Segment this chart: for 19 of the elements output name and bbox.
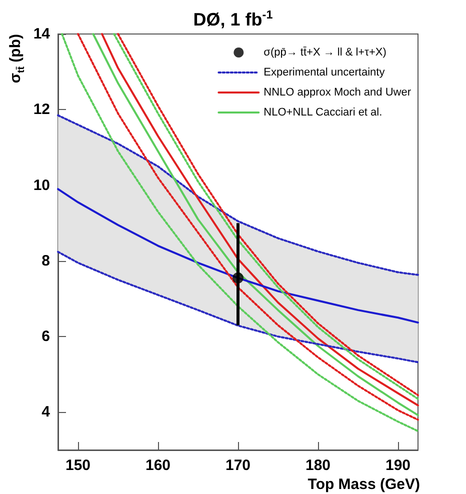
legend-label: σ(pp̄→ tt̄+X → ll & l+τ+X) <box>264 46 386 58</box>
x-tick-label: 170 <box>225 457 251 474</box>
line-series <box>57 188 419 324</box>
y-tick-label: 4 <box>42 404 51 421</box>
legend-label: NNLO approx Moch and Uwer <box>264 86 412 98</box>
line-series <box>57 114 419 276</box>
line-series <box>57 250 419 364</box>
legend-label: Experimental uncertainty <box>264 66 386 78</box>
y-tick-label: 14 <box>33 26 51 42</box>
y-tick-label: 6 <box>42 328 50 346</box>
x-tick-label: 160 <box>145 457 171 474</box>
y-tick-label: 10 <box>33 176 50 194</box>
x-tick-label: 150 <box>65 457 91 474</box>
x-axis-title: Top Mass (GeV) <box>308 476 420 493</box>
y-tick-label: 8 <box>42 252 50 270</box>
legend-label: NLO+NLL Cacciari et al. <box>264 106 382 118</box>
x-tick-label: 190 <box>385 457 411 474</box>
y-tick-label: 12 <box>33 101 50 118</box>
x-tick-label: 180 <box>305 457 331 474</box>
